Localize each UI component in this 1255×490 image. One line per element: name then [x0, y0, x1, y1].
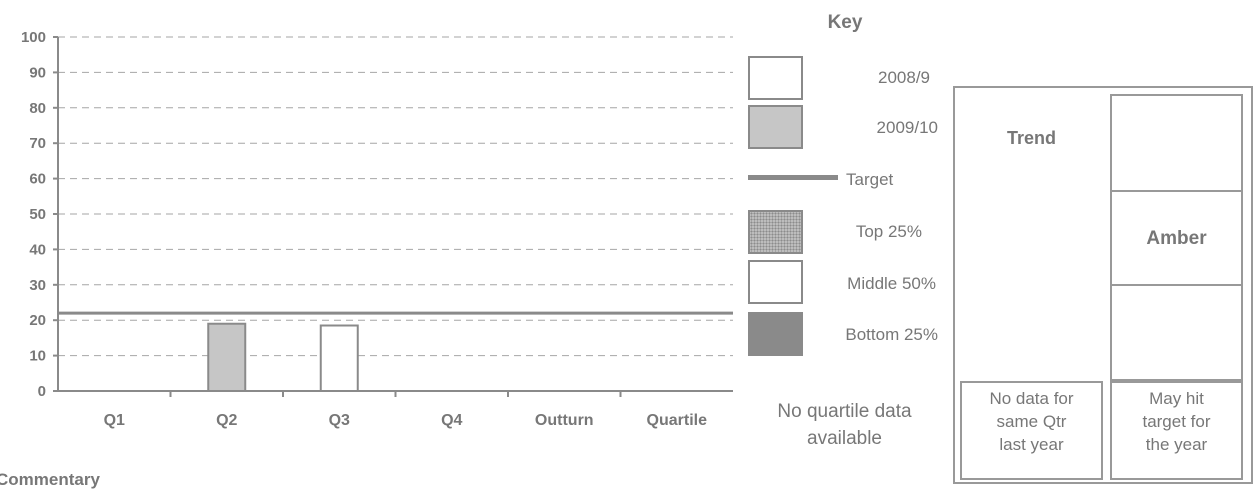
x-category-label: Outturn — [535, 412, 594, 429]
legend-swatch-middle-50 — [748, 260, 803, 304]
forecast-text-line-2: target for — [1142, 412, 1211, 431]
legend-swatch-target — [748, 175, 838, 180]
forecast-text-line-3: the year — [1145, 435, 1208, 454]
trend-text-line-1: No data for — [989, 389, 1074, 408]
y-tick-label: 70 — [29, 135, 46, 152]
y-tick-labels: 0 10 20 30 40 50 60 70 80 90 100 — [21, 29, 58, 400]
bar-2008-9-q3 — [319, 324, 359, 393]
gridlines — [58, 36, 733, 357]
y-tick-label: 100 — [21, 29, 46, 46]
x-category-labels: Q1 Q2 Q3 Q4 Outturn Quartile — [104, 391, 708, 429]
bar-2009-10-q2 — [207, 322, 247, 392]
y-tick-label: 10 — [29, 348, 46, 365]
forecast-text-line-1: May hit — [1149, 389, 1204, 408]
y-tick-label: 0 — [38, 383, 46, 400]
trend-text-line-3: last year — [999, 435, 1064, 454]
y-tick-label: 30 — [29, 277, 46, 294]
x-category-label: Q1 — [104, 412, 125, 429]
status-segment-bottom — [1112, 286, 1241, 381]
legend-label-target: Target — [846, 170, 894, 189]
trend-title: Trend — [1006, 128, 1056, 148]
x-category-label: Q4 — [441, 412, 462, 429]
y-tick-label: 40 — [29, 241, 46, 258]
y-tick-label: 60 — [29, 171, 46, 188]
legend-swatch-2008-9 — [748, 56, 803, 100]
x-category-label: Q3 — [329, 412, 350, 429]
legend-label-bottom-25: Bottom 25% — [845, 325, 938, 344]
x-category-label: Q2 — [216, 412, 237, 429]
y-tick-label: 50 — [29, 206, 46, 223]
legend-swatch-top-25 — [748, 210, 803, 254]
no-quartile-note: No quartile data available — [752, 398, 937, 452]
trend-text-line-2: same Qtr — [996, 412, 1067, 431]
legend-label-2008-9: 2008/9 — [878, 68, 930, 87]
key-title: Key — [827, 12, 863, 33]
no-quartile-line-1: No quartile data — [777, 401, 912, 422]
trend-comparison-box: No data for same Qtr last year — [960, 381, 1103, 480]
x-category-label: Quartile — [647, 412, 708, 429]
legend-label-2009-10: 2009/10 — [876, 118, 938, 137]
bars — [207, 322, 359, 393]
status-segment-top — [1112, 96, 1241, 192]
trend-panel — [953, 86, 1253, 484]
legend-swatch-2009-10 — [748, 105, 803, 149]
legend-label-top-25: Top 25% — [855, 222, 922, 241]
y-tick-label: 20 — [29, 312, 46, 329]
legend-label-middle-50: Middle 50% — [847, 274, 936, 293]
status-label: Amber — [1146, 228, 1207, 249]
performance-chart: 0 10 20 30 40 50 60 70 80 90 100 Q1 Q2 Q3 Q4 Outturn Qu… — [21, 29, 733, 429]
legend-swatch-bottom-25 — [748, 312, 803, 356]
y-tick-label: 90 — [29, 64, 46, 81]
target-forecast-box: May hit target for the year — [1110, 381, 1243, 480]
commentary-heading: Commentary — [0, 470, 100, 489]
status-segment-middle — [1112, 192, 1241, 286]
no-quartile-line-2: available — [807, 428, 882, 449]
y-tick-label: 80 — [29, 100, 46, 117]
